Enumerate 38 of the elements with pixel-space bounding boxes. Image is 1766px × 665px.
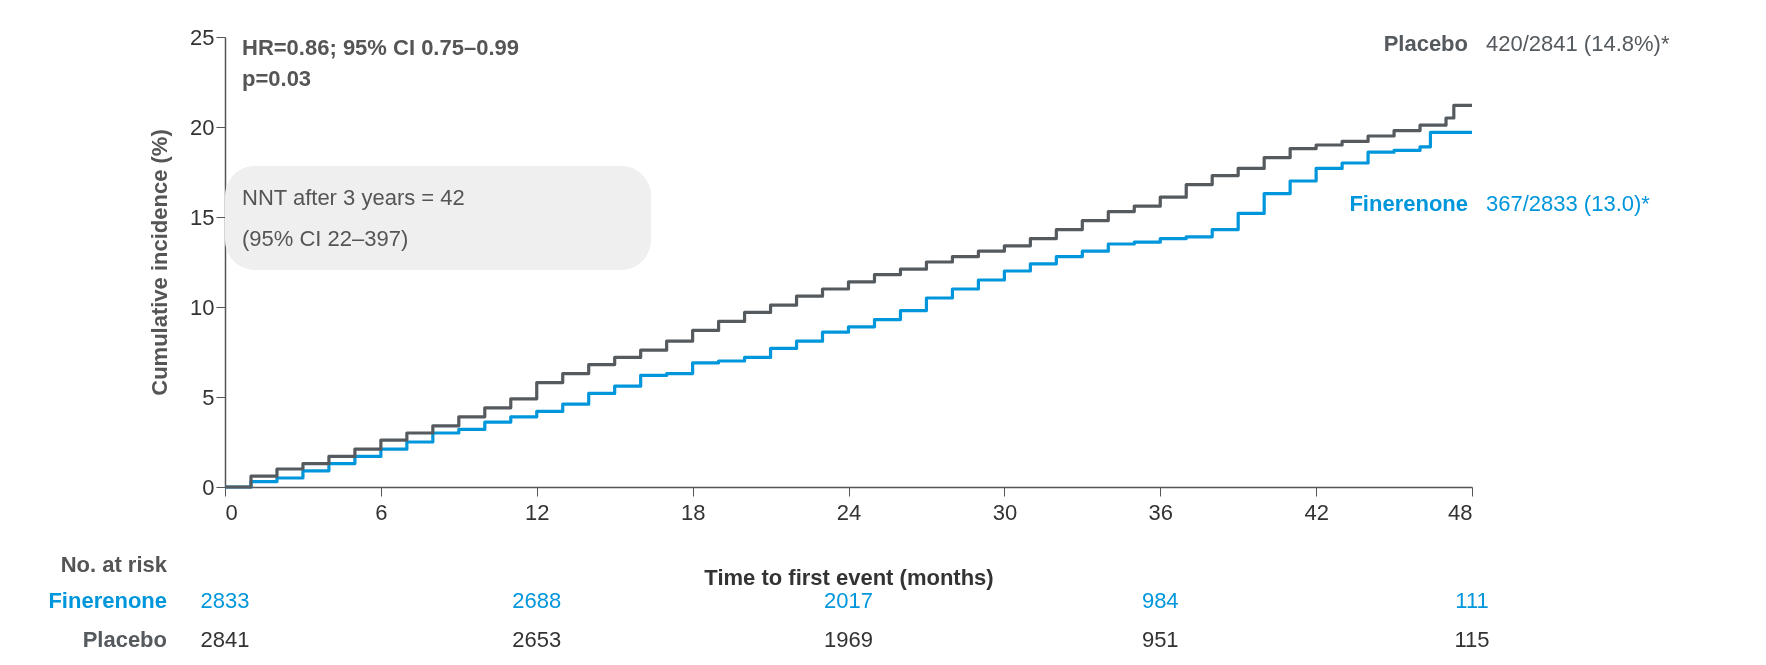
x-tick-label: 24 xyxy=(836,499,862,525)
x-tick-label: 42 xyxy=(1304,499,1329,525)
text: 420/2841 (14.8%)* xyxy=(1486,31,1670,56)
x-tick-label: 12 xyxy=(525,499,550,525)
text: 2833 xyxy=(200,588,250,613)
x-tick-label: 0 xyxy=(225,499,238,525)
y-tick-label: 15 xyxy=(190,204,215,230)
text: Placebo xyxy=(1383,31,1468,56)
y-axis-title: Cumulative incidence (%) xyxy=(147,129,173,396)
text: Finerenone xyxy=(48,588,167,613)
x-tick-label: 6 xyxy=(375,499,388,525)
annotation: p=0.03 xyxy=(242,66,312,91)
y-tick-label: 20 xyxy=(190,114,215,140)
text: Placebo xyxy=(82,627,167,652)
series-label: Finerenone xyxy=(1349,191,1468,216)
annotation: (95% CI 22–397) xyxy=(242,226,409,251)
text: 984 xyxy=(1141,588,1179,613)
x-tick-label: 30 xyxy=(992,499,1018,525)
text: 367/2833 (13.0)* xyxy=(1486,191,1651,216)
annotation: NNT after 3 years = 42 xyxy=(242,185,465,210)
text: 115 xyxy=(1454,627,1490,652)
x-axis-title: Time to first event (months) xyxy=(704,564,994,590)
annotation: HR=0.86; 95% CI 0.75–0.99 xyxy=(242,35,520,60)
y-tick-label: 5 xyxy=(202,384,215,410)
text: 1969 xyxy=(824,627,873,652)
x-tick-label: 48 xyxy=(1448,499,1473,525)
text: 2653 xyxy=(512,627,562,652)
text: 111 xyxy=(1455,588,1489,613)
text: No. at risk xyxy=(60,552,168,577)
text: 2017 xyxy=(824,588,873,613)
text: 2841 xyxy=(200,627,250,652)
y-tick-label: 10 xyxy=(190,294,215,320)
y-tick-label: 25 xyxy=(190,24,215,50)
x-tick-label: 18 xyxy=(680,499,706,525)
text: 2688 xyxy=(512,588,562,613)
x-tick-label: 36 xyxy=(1148,499,1173,525)
text: 951 xyxy=(1141,627,1179,652)
y-tick-label: 0 xyxy=(202,474,215,500)
